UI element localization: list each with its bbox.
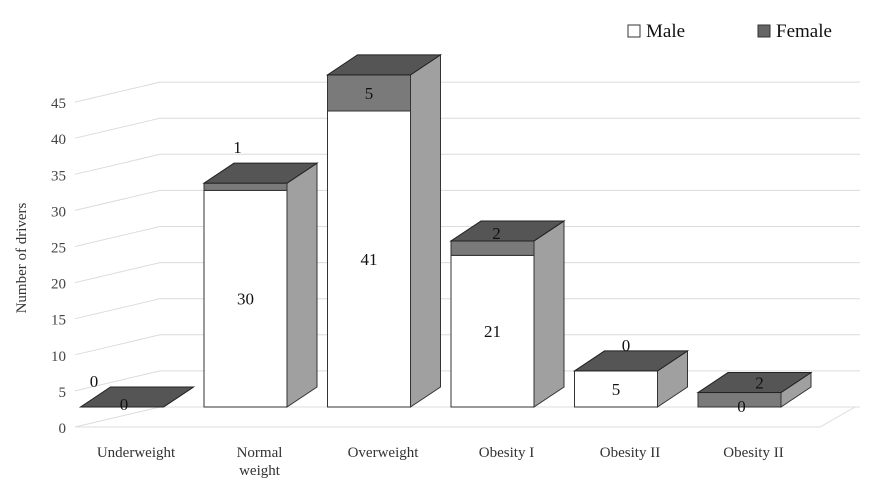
gridlines <box>74 81 860 428</box>
gridline <box>74 298 860 320</box>
bar-top <box>572 350 690 372</box>
y-tick-label: 40 <box>51 132 66 148</box>
data-label-female: 0 <box>90 372 99 391</box>
x-tick-label: Overweight <box>348 445 420 461</box>
data-label-female: 1 <box>233 138 242 157</box>
gridline <box>74 262 860 284</box>
y-tick-label: 0 <box>59 421 67 437</box>
bar-top <box>449 220 566 242</box>
y-tick-label: 20 <box>51 277 66 293</box>
bar-male <box>203 189 288 408</box>
gridline <box>74 226 860 247</box>
data-label-male: 41 <box>361 250 378 269</box>
data-label-male: 0 <box>120 395 129 414</box>
data-label-female: 0 <box>622 336 631 355</box>
bar-top <box>78 386 196 408</box>
data-label-female: 5 <box>365 84 374 103</box>
x-axis: Underweight Normal weight Overweight Obesity… <box>97 445 784 479</box>
legend-label-female: Female <box>776 21 832 42</box>
floor-edge <box>75 406 856 428</box>
x-tick-label: Obesity I <box>479 445 534 461</box>
bar-side <box>410 53 441 408</box>
legend-label-male: Male <box>646 21 685 42</box>
gridline <box>74 153 860 175</box>
data-label-female: 2 <box>755 374 764 393</box>
y-tick-label: 45 <box>51 96 66 112</box>
data-label-male: 30 <box>237 290 254 309</box>
data-label-male: 0 <box>737 397 746 416</box>
bar-group: 00 <box>78 372 196 414</box>
y-axis: 0 5 10 15 20 25 30 35 40 45 <box>51 96 66 437</box>
bar-female <box>450 240 535 256</box>
y-axis-title: Number of drivers <box>14 202 30 313</box>
bar-top <box>696 372 813 394</box>
y-tick-label: 25 <box>51 241 66 257</box>
bar-top <box>202 162 319 184</box>
bar-side <box>533 220 565 408</box>
y-tick-label: 15 <box>51 313 66 329</box>
x-tick-label: Normal <box>237 445 283 461</box>
legend-swatch-female <box>757 24 771 38</box>
data-label-male: 21 <box>484 322 501 341</box>
bar-female <box>327 74 411 112</box>
y-tick-label: 10 <box>51 349 66 365</box>
x-tick-label: Obesity II <box>600 445 660 461</box>
gridline <box>74 81 860 103</box>
legend-swatch-male <box>627 24 641 38</box>
bar-top <box>325 54 443 76</box>
y-tick-label: 30 <box>51 204 66 220</box>
y-tick-label: 35 <box>51 168 66 184</box>
data-label-male: 5 <box>612 380 621 399</box>
bar-group: 21 2 <box>449 220 566 408</box>
gridline <box>74 189 860 211</box>
y-tick-label: 5 <box>59 385 67 401</box>
x-tick-label: Obesity II <box>723 445 783 461</box>
bar-male <box>327 110 411 408</box>
data-label-female: 2 <box>492 224 501 243</box>
bar-male <box>450 254 535 408</box>
legend: Male Female <box>627 21 832 42</box>
bar-female <box>203 182 288 191</box>
bar-group: 02 <box>696 371 813 416</box>
x-tick-label: weight <box>239 463 281 479</box>
bar-group: 41 5 <box>325 53 443 408</box>
x-tick-label: Underweight <box>97 445 176 461</box>
bar-group: 30 1 <box>202 138 319 408</box>
gridline <box>74 117 860 139</box>
bar-side <box>286 162 318 408</box>
bar-group: 50 <box>572 336 690 408</box>
gridline <box>74 334 860 356</box>
